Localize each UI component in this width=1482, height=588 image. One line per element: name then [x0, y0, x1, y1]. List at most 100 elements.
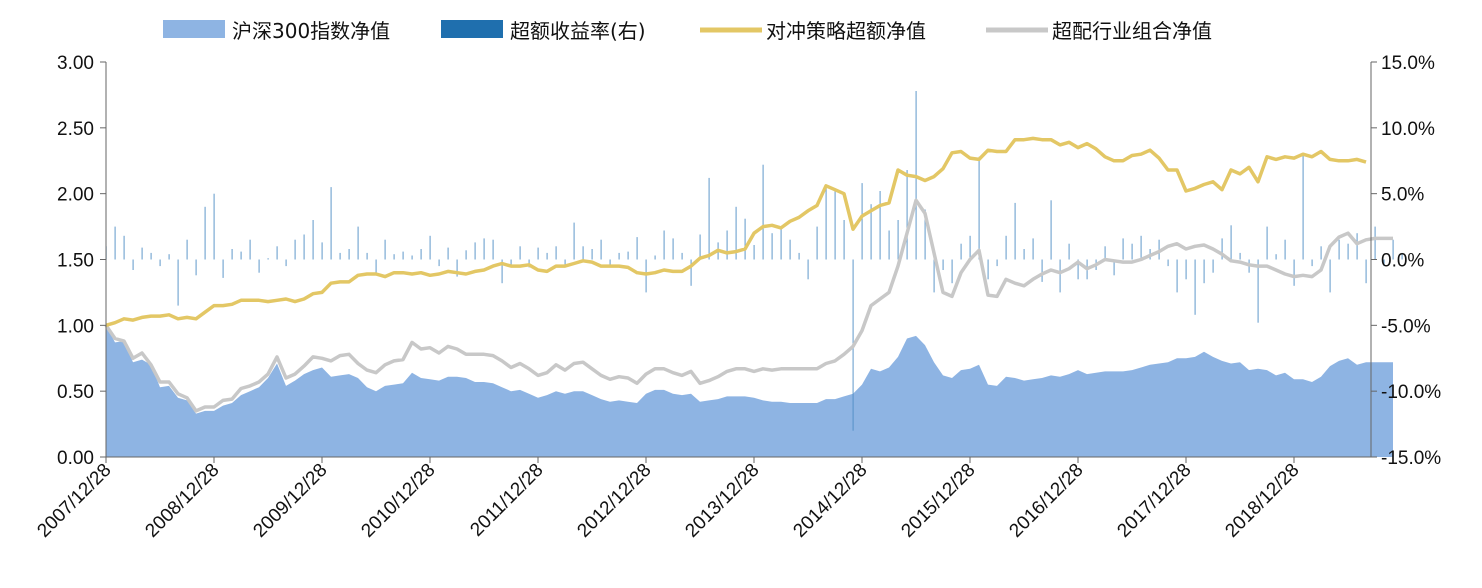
excess-return-bar — [348, 249, 350, 260]
excess-return-bar — [771, 233, 773, 260]
axes: 0.00 0.50 1.00 1.50 2.00 2.50 3.00 -15.0% -10.0%… — [33, 53, 1441, 542]
excess-return-bar — [375, 259, 377, 273]
excess-return-bar — [1023, 249, 1025, 260]
excess-return-bar — [591, 249, 593, 260]
excess-return-bar — [645, 259, 647, 293]
legend-swatch-csi300 — [163, 20, 225, 38]
excess-return-bar — [1347, 243, 1349, 260]
excess-return-bar — [1140, 235, 1142, 260]
excess-return-bar — [1365, 259, 1367, 284]
excess-return-bar — [1374, 226, 1376, 260]
excess-return-bar — [1392, 239, 1394, 260]
csi300-area — [106, 325, 1393, 457]
excess-return-bar — [951, 259, 953, 284]
excess-return-bar — [609, 259, 611, 267]
excess-return-bar — [987, 259, 989, 280]
excess-return-bar — [960, 243, 962, 260]
excess-return-bar — [834, 189, 836, 260]
excess-return-bar — [294, 239, 296, 260]
excess-return-bar — [1284, 239, 1286, 260]
excess-return-bar — [798, 252, 800, 260]
hedge-nav-line — [105, 136, 1367, 327]
excess-return-bar — [429, 235, 431, 260]
excess-return-bar — [1032, 238, 1034, 260]
excess-return-bar — [150, 252, 152, 260]
excess-return-bar — [240, 251, 242, 260]
excess-return-bar — [195, 259, 197, 276]
excess-return-bar — [753, 245, 755, 260]
excess-return-bar — [690, 259, 692, 286]
excess-return-bar — [897, 220, 899, 260]
excess-return-bar — [456, 259, 458, 277]
x-tick-label: 2014/12/28 — [789, 460, 871, 542]
excess-return-bar — [546, 252, 548, 260]
excess-return-bar — [1302, 154, 1304, 260]
excess-return-bar — [600, 239, 602, 260]
excess-return-bar — [303, 234, 305, 260]
excess-return-bar — [339, 252, 341, 260]
excess-return-bar — [1050, 200, 1052, 260]
y-left-tick-label: 2.50 — [57, 119, 94, 140]
excess-return-bar — [1383, 259, 1385, 267]
excess-return-bar — [996, 259, 998, 267]
excess-return-bar — [654, 255, 656, 260]
legend-label-csi300: 沪深300指数净值 — [232, 19, 390, 43]
excess-return-bar — [285, 259, 287, 267]
y-right-tick-label: 0.0% — [1381, 251, 1424, 272]
excess-return-bar — [510, 259, 512, 267]
excess-return-bar — [1176, 259, 1178, 293]
excess-return-bar — [1221, 238, 1223, 260]
excess-return-bar — [1014, 202, 1016, 260]
excess-return-bar — [438, 259, 440, 267]
excess-return-bar — [249, 239, 251, 260]
legend-item-csi300: 沪深300指数净值 — [163, 19, 390, 43]
excess-return-bar — [1005, 235, 1007, 260]
excess-return-bar — [879, 191, 881, 260]
excess-return-bar — [1077, 259, 1079, 280]
excess-return-bar — [636, 237, 638, 260]
legend-label-excess-return: 超额收益率(右) — [510, 19, 646, 43]
excess-return-bar — [1239, 252, 1241, 260]
y-left-tick-label: 0.50 — [57, 382, 94, 403]
excess-return-bar — [474, 242, 476, 260]
excess-return-bar — [402, 251, 404, 260]
excess-return-bar — [519, 246, 521, 260]
y-left-tick-label: 2.00 — [57, 185, 94, 206]
y-right-tick-label: -10.0% — [1381, 382, 1441, 403]
excess-return-bar — [213, 193, 215, 260]
excess-return-bar — [276, 246, 278, 260]
excess-return-bar — [933, 259, 935, 293]
excess-return-bar — [1059, 259, 1061, 293]
excess-return-bar — [483, 238, 485, 260]
excess-return-bar — [393, 254, 395, 260]
x-tick-label: 2009/12/28 — [249, 460, 331, 542]
excess-return-bar — [708, 177, 710, 260]
excess-return-bar — [1275, 254, 1277, 260]
excess-return-bar — [312, 220, 314, 260]
excess-return-bar — [1230, 225, 1232, 260]
excess-return-bar — [870, 204, 872, 260]
excess-return-bar — [186, 239, 188, 260]
excess-return-bar — [222, 259, 224, 278]
excess-return-bar — [1329, 259, 1331, 293]
excess-return-bar — [735, 206, 737, 260]
excess-return-bar — [204, 206, 206, 260]
excess-return-bar — [1185, 259, 1187, 280]
excess-return-bar — [1311, 259, 1313, 267]
excess-return-bar — [681, 252, 683, 260]
y-right-tick-label: 5.0% — [1381, 185, 1424, 206]
excess-return-bar — [1104, 246, 1106, 260]
x-tick-label: 2017/12/28 — [1113, 460, 1195, 542]
legend-item-hedge: 对冲策略超额净值 — [700, 19, 926, 43]
x-tick-label: 2011/12/28 — [466, 460, 547, 541]
excess-return-bar — [1122, 238, 1124, 260]
excess-return-bar — [1068, 243, 1070, 260]
excess-return-bar — [420, 249, 422, 260]
excess-return-bar — [465, 250, 467, 260]
excess-return-bar — [726, 230, 728, 260]
plot-area — [104, 91, 1403, 457]
excess-return-bar — [942, 259, 944, 270]
excess-return-bar — [384, 239, 386, 260]
excess-return-bar — [1338, 239, 1340, 260]
